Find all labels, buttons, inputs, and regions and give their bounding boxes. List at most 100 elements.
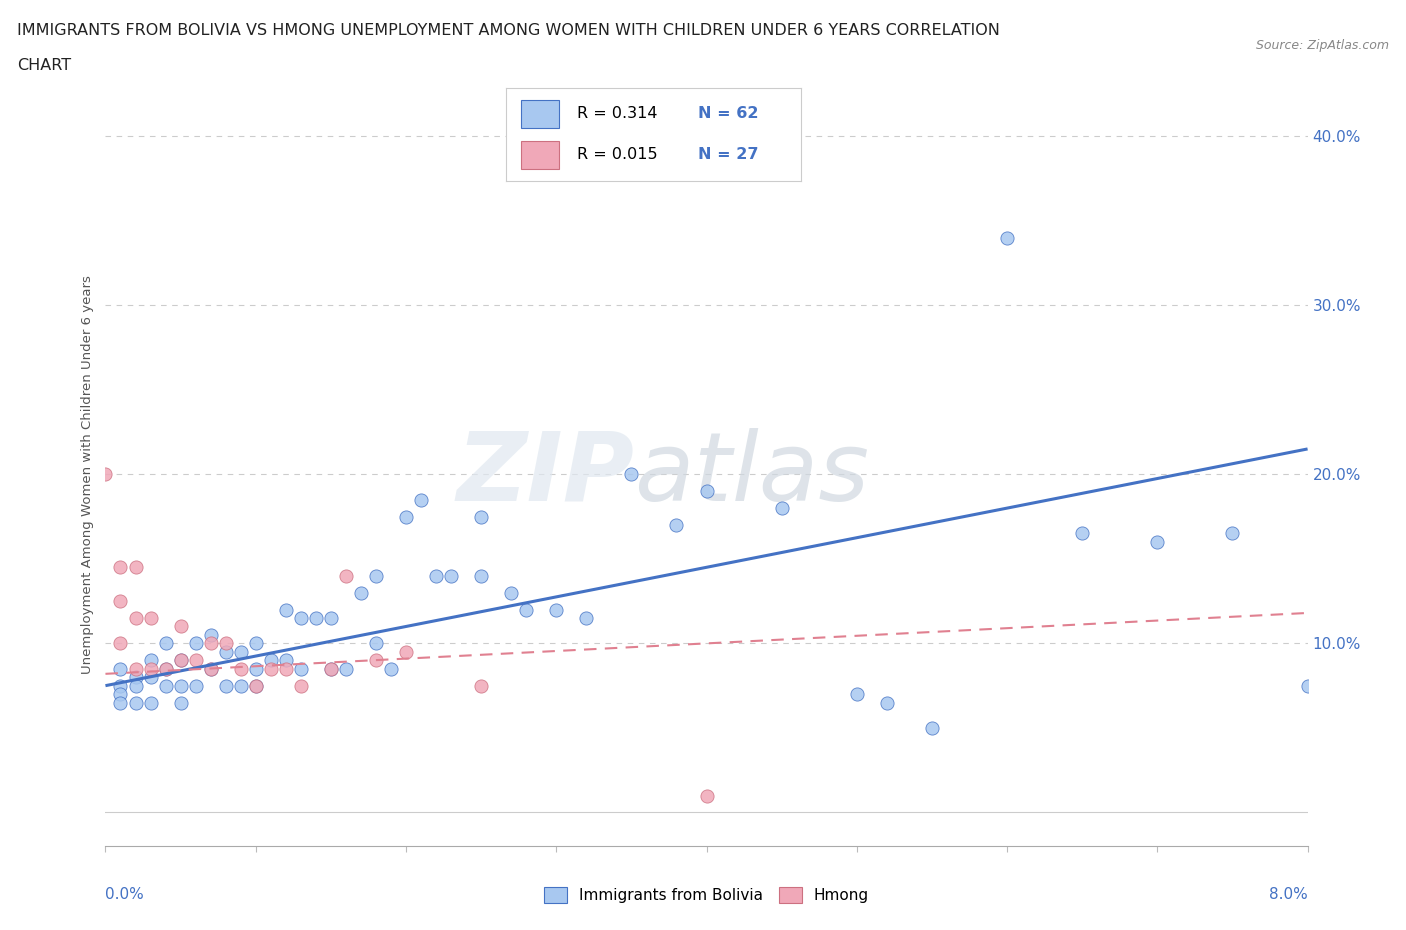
Point [94,467,117,482]
Point [395,509,418,524]
Point [319,661,342,676]
Point [260,653,283,668]
Point [169,695,191,710]
Point [139,661,162,676]
Point [110,678,132,693]
Point [440,568,463,583]
Point [274,602,297,617]
Point [229,661,252,676]
Point [470,509,492,524]
Text: IMMIGRANTS FROM BOLIVIA VS HMONG UNEMPLOYMENT AMONG WOMEN WITH CHILDREN UNDER 6 : IMMIGRANTS FROM BOLIVIA VS HMONG UNEMPLO… [17,23,1000,38]
Y-axis label: Unemployment Among Women with Children Under 6 years: Unemployment Among Women with Children U… [82,275,94,673]
Point [200,661,222,676]
Point [110,593,132,608]
Point [290,661,312,676]
Point [274,661,297,676]
Point [110,560,132,575]
Point [139,611,162,626]
Point [124,661,146,676]
Point [139,670,162,684]
Point [110,636,132,651]
Point [380,661,402,676]
Point [184,653,207,668]
Point [110,661,132,676]
Point [245,661,267,676]
Point [214,678,236,693]
Point [546,602,568,617]
Point [305,611,328,626]
Point [319,611,342,626]
Point [350,585,373,600]
Point [290,678,312,693]
Point [139,653,162,668]
Point [696,484,718,498]
Text: Source: ZipAtlas.com: Source: ZipAtlas.com [1256,39,1389,52]
Point [124,611,146,626]
Point [155,636,177,651]
Point [335,568,357,583]
Point [470,568,492,583]
Text: 0.0%: 0.0% [105,887,145,902]
Text: atlas: atlas [634,428,869,521]
Text: N = 27: N = 27 [697,147,759,162]
Point [169,653,191,668]
Point [245,678,267,693]
Point [124,560,146,575]
Point [110,686,132,701]
Point [395,644,418,659]
Point [470,678,492,693]
Point [1296,678,1319,693]
Point [124,678,146,693]
Text: N = 62: N = 62 [697,106,759,121]
Point [364,653,387,668]
Text: CHART: CHART [17,58,70,73]
Point [501,585,523,600]
Legend: Immigrants from Bolivia, Hmong: Immigrants from Bolivia, Hmong [538,881,875,910]
Point [770,500,793,515]
Point [515,602,537,617]
Point [1146,535,1168,550]
Point [169,619,191,634]
Point [335,661,357,676]
Point [274,653,297,668]
Point [409,492,432,507]
Point [124,670,146,684]
Point [200,661,222,676]
Point [921,721,943,736]
Point [214,644,236,659]
Point [229,644,252,659]
Point [696,788,718,803]
Point [319,661,342,676]
Point [425,568,447,583]
FancyBboxPatch shape [520,141,560,169]
Point [184,636,207,651]
Point [245,636,267,651]
Point [1071,526,1094,541]
Text: R = 0.314: R = 0.314 [576,106,658,121]
Point [214,636,236,651]
Point [229,678,252,693]
Text: R = 0.015: R = 0.015 [576,147,658,162]
Point [139,695,162,710]
Point [845,686,868,701]
Point [169,653,191,668]
Point [260,661,283,676]
Point [364,568,387,583]
Point [124,695,146,710]
FancyBboxPatch shape [520,100,560,128]
Point [876,695,898,710]
Point [364,636,387,651]
Point [290,611,312,626]
Point [110,695,132,710]
Point [620,467,643,482]
Point [155,661,177,676]
Point [155,678,177,693]
Point [155,661,177,676]
Point [169,678,191,693]
Point [184,678,207,693]
Point [665,518,688,533]
Point [995,230,1018,245]
Point [245,678,267,693]
Point [1222,526,1244,541]
Point [200,628,222,643]
